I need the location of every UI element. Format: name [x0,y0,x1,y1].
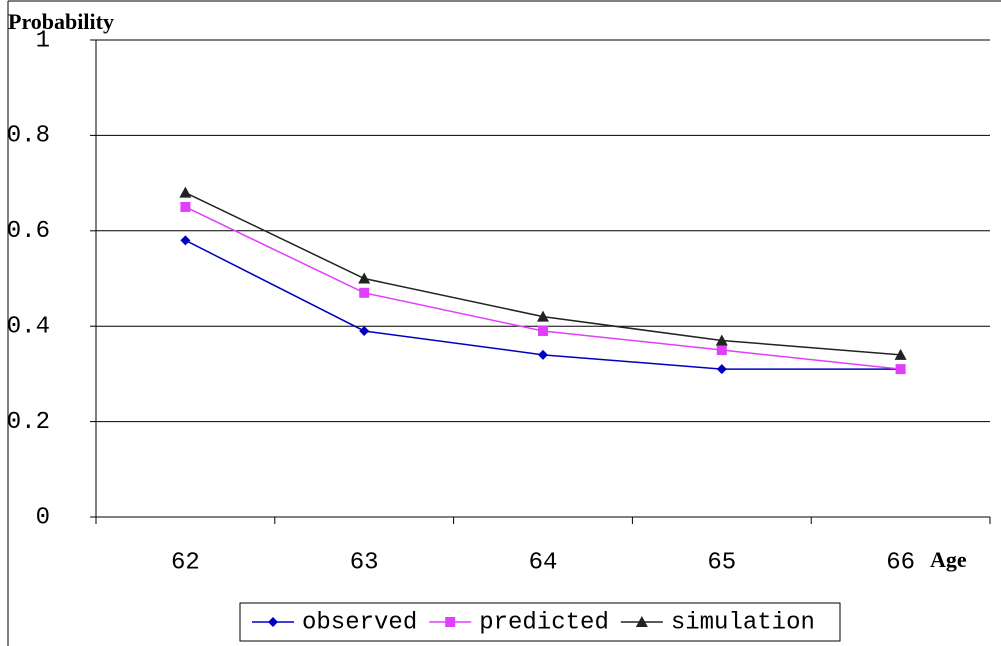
legend-label: simulation [671,609,815,636]
point-marker [895,364,906,375]
x-tick-label: 62 [171,549,200,576]
y-axis-label: Probability [8,9,114,34]
x-tick-label: 66 [886,549,915,576]
legend-marker [445,617,456,627]
point-marker [537,310,549,322]
y-tick-label: 0 [36,504,50,531]
y-tick-label: 0.2 [7,409,50,436]
legend-label: observed [302,609,417,636]
point-marker [538,325,548,336]
x-tick-label: 64 [529,549,558,576]
x-tick-label: 63 [350,549,379,576]
y-tick-label: 1 [36,27,50,54]
point-marker [716,345,727,356]
legend-marker [635,616,648,627]
point-marker [359,287,370,298]
point-marker [538,349,548,360]
x-axis-label: Age [930,547,967,572]
legend-label: predicted [479,609,609,636]
point-marker [180,201,191,212]
point-marker [358,272,371,284]
y-tick-label: 0.8 [7,123,50,150]
y-tick-label: 0.6 [7,218,50,245]
point-marker [715,334,728,346]
point-marker [716,364,727,375]
point-marker [894,348,907,360]
point-marker [180,235,191,246]
y-tick-label: 0.4 [7,314,50,341]
point-marker [359,325,370,336]
point-marker [179,186,192,198]
x-tick-label: 65 [707,549,736,576]
legend-marker [268,617,278,627]
series-line [185,239,901,370]
legend-box [239,602,841,642]
